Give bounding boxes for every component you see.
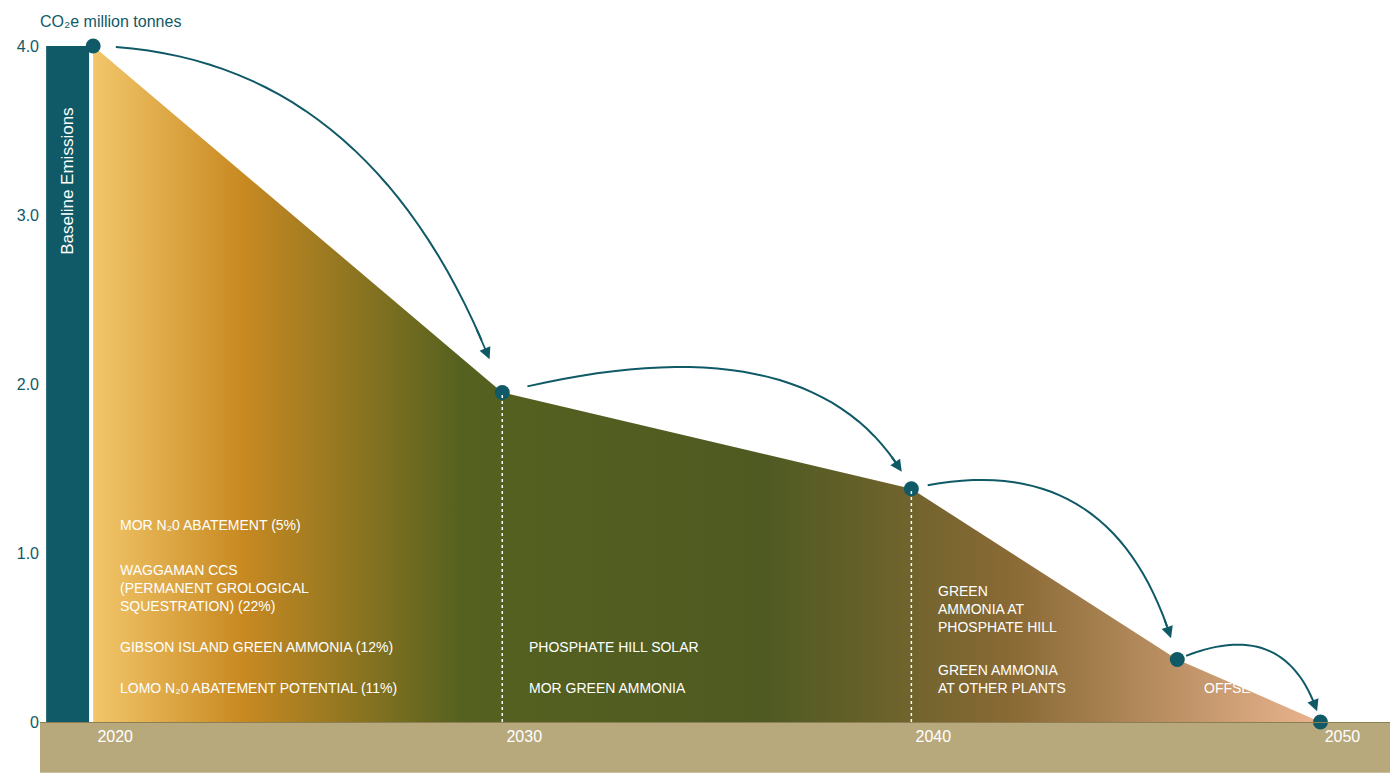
svg-text:MOR GREEN AMMONIA: MOR GREEN AMMONIA [529, 680, 686, 696]
svg-text:2.0: 2.0 [17, 376, 39, 393]
svg-text:0: 0 [30, 714, 39, 731]
svg-text:LOMO N₂0 ABATEMENT POTENTIAL (: LOMO N₂0 ABATEMENT POTENTIAL (11%) [120, 680, 397, 696]
svg-text:PHOSPHATE HILL SOLAR: PHOSPHATE HILL SOLAR [529, 639, 699, 655]
svg-text:WAGGAMAN CCS(PERMANENT GROLOGI: WAGGAMAN CCS(PERMANENT GROLOGICALSQUESTR… [120, 562, 309, 614]
svg-text:4.0: 4.0 [17, 38, 39, 55]
svg-text:MOR N₂0 ABATEMENT (5%): MOR N₂0 ABATEMENT (5%) [120, 517, 301, 533]
svg-text:1.0: 1.0 [17, 545, 39, 562]
svg-text:3.0: 3.0 [17, 207, 39, 224]
svg-text:Baseline Emissions: Baseline Emissions [58, 107, 77, 254]
svg-text:2040: 2040 [916, 728, 952, 745]
svg-text:GREEN AMMONIAAT OTHER PLANTS: GREEN AMMONIAAT OTHER PLANTS [938, 662, 1066, 696]
svg-text:GREENAMMONIA ATPHOSPHATE HILL: GREENAMMONIA ATPHOSPHATE HILL [938, 583, 1057, 635]
svg-text:2020: 2020 [97, 728, 133, 745]
svg-text:OFFSETS: OFFSETS [1204, 680, 1269, 696]
svg-text:CO₂e million tonnes: CO₂e million tonnes [40, 13, 181, 30]
svg-text:GIBSON ISLAND GREEN AMMONIA (1: GIBSON ISLAND GREEN AMMONIA (12%) [120, 639, 393, 655]
svg-text:2030: 2030 [506, 728, 542, 745]
svg-text:2050: 2050 [1325, 728, 1361, 745]
